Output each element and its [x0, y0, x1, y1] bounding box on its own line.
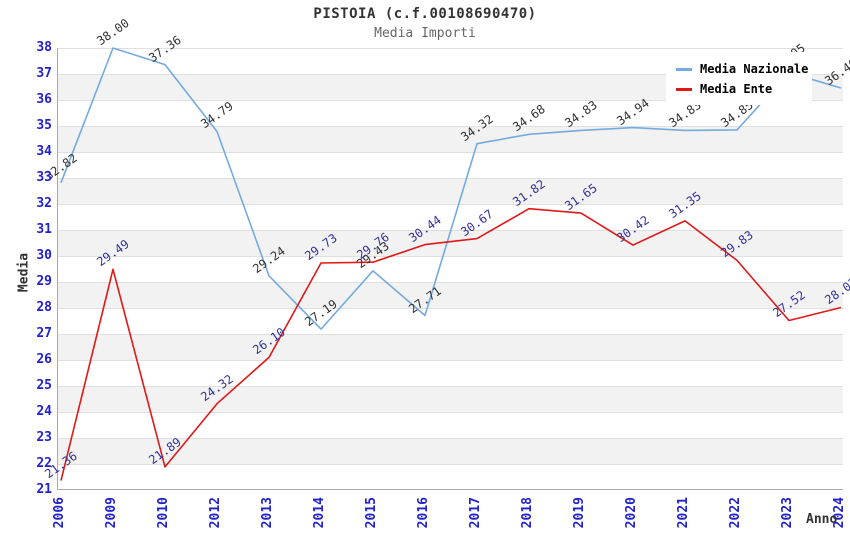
x-tick-label-2017: 2017: [468, 497, 483, 529]
x-tick-label-2013: 2013: [260, 497, 275, 529]
y-tick-label-36: 36: [36, 92, 52, 107]
y-tick-label-35: 35: [36, 118, 52, 133]
x-tick-label-2006: 2006: [52, 497, 67, 529]
y-tick-label-26: 26: [36, 352, 52, 367]
y-tick-label-34: 34: [36, 144, 52, 159]
y-tick-label-25: 25: [36, 378, 52, 393]
x-tick-label-2016: 2016: [416, 497, 431, 529]
x-axis-title: Anno: [806, 512, 838, 527]
x-tick-label-2022: 2022: [728, 497, 743, 529]
y-axis-title: Media: [16, 252, 32, 293]
y-tick-label-28: 28: [36, 300, 52, 315]
y-tick-label-27: 27: [36, 326, 52, 341]
chart-title: PISTOIA (c.f.00108690470): [313, 6, 537, 22]
plot-area: 32.82 38.00 37.36 34.79 29.24 27.19 29.43 27.71…: [42, 16, 850, 490]
legend-item-media-ente: Media Ente: [676, 79, 802, 99]
x-tick-label-2020: 2020: [624, 497, 639, 529]
x-tick-label-2014: 2014: [312, 497, 327, 529]
series-line-media-ente: [60, 207, 842, 481]
legend-label: Media Ente: [700, 82, 773, 96]
x-tick-label-2023: 2023: [780, 497, 795, 529]
legend: Media Nazionale Media Ente: [666, 52, 812, 105]
media-nazionale-line-swatch-icon: [676, 67, 692, 71]
y-tick-label-31: 31: [36, 222, 52, 237]
x-tick-label-2021: 2021: [676, 497, 691, 529]
chart-subtitle: Media Importi: [374, 26, 476, 41]
y-tick-label-22: 22: [36, 456, 52, 471]
series-lines: [60, 47, 842, 481]
series-line-media-nazionale: [60, 47, 842, 330]
x-tick-label-2019: 2019: [572, 497, 587, 529]
y-tick-label-30: 30: [36, 248, 52, 263]
x-tick-label-2009: 2009: [104, 497, 119, 529]
x-tick-label-2010: 2010: [156, 497, 171, 529]
y-tick-label-24: 24: [36, 404, 52, 419]
y-tick-label-29: 29: [36, 274, 52, 289]
y-tick-label-21: 21: [36, 482, 52, 497]
y-tick-label-32: 32: [36, 196, 52, 211]
y-tick-label-37: 37: [36, 66, 52, 81]
y-tick-label-33: 33: [36, 170, 52, 185]
y-tick-label-23: 23: [36, 430, 52, 445]
media-ente-line-swatch-icon: [676, 87, 692, 91]
x-tick-label-2018: 2018: [520, 497, 535, 529]
legend-item-media-nazionale: Media Nazionale: [676, 59, 808, 79]
legend-label: Media Nazionale: [700, 62, 809, 76]
x-tick-label-2015: 2015: [364, 497, 379, 529]
x-tick-label-2012: 2012: [208, 497, 223, 529]
y-tick-label-38: 38: [36, 40, 52, 55]
